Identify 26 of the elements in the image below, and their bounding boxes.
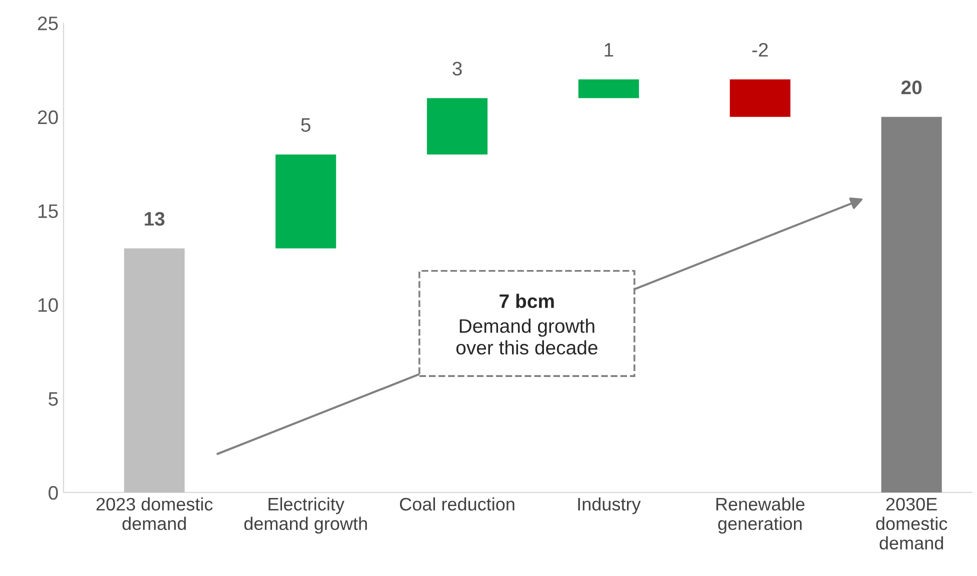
bar (426, 98, 488, 154)
data-label: 1 (604, 43, 614, 57)
x-tick-label: 2023 domestic demand (96, 497, 213, 530)
data-label: -2 (752, 42, 768, 57)
bar (578, 79, 639, 98)
y-tick-label: 5 (48, 392, 58, 406)
x-tick-label: Industry (578, 497, 641, 514)
y-tick-label: 20 (38, 110, 58, 124)
y-tick-label: 15 (38, 204, 58, 218)
y-tick-label: 25 (38, 16, 58, 30)
x-tick-label: Renewable generation (716, 497, 804, 534)
bar (124, 248, 185, 492)
x-tick-label: 2030E domestic demand (876, 498, 948, 550)
annotation: Demand growth over this decade (456, 318, 598, 355)
data-label: 5 (301, 118, 310, 132)
y-tick-label: 0 (48, 486, 58, 500)
bar (276, 154, 336, 248)
data-label: 3 (452, 62, 462, 76)
annotation: 7 bcm (500, 294, 554, 308)
x-tick-label: Electricity demand growth (244, 497, 367, 534)
x-tick-label: Coal reduction (400, 497, 514, 511)
bar (730, 79, 790, 117)
data-label: 13 (144, 212, 164, 226)
y-tick-label: 10 (38, 298, 58, 312)
bar (881, 116, 942, 492)
data-label: 20 (901, 80, 922, 94)
